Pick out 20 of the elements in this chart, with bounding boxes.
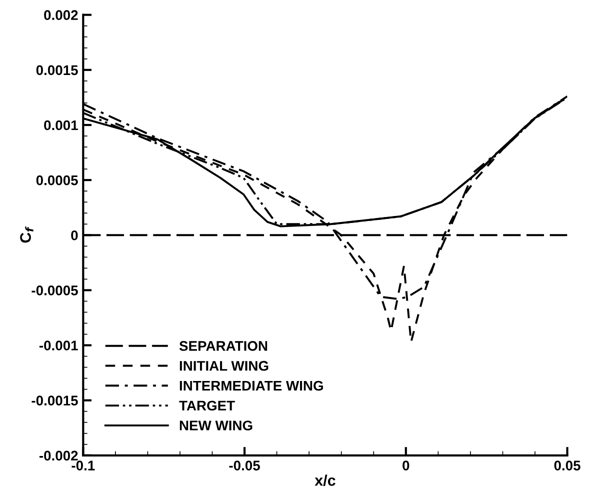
- y-tick-label: 0.0015: [36, 65, 78, 76]
- legend-label: SEPARATION: [179, 341, 268, 351]
- y-tick-label: -0.0015: [32, 396, 78, 406]
- y-tick-label: 0: [71, 230, 78, 240]
- x-tick-label: 0: [402, 460, 410, 470]
- y-tick-label: 0.001: [44, 120, 78, 130]
- y-tick-label: -0.001: [39, 340, 78, 350]
- legend-label: TARGET: [179, 400, 235, 411]
- x-axis-title: x/c: [314, 474, 336, 486]
- y-axis-title: C$_{f}$: [20, 226, 34, 243]
- legend-label: INITIAL WING: [180, 360, 268, 371]
- x-tick-label: -0.05: [229, 460, 260, 470]
- legend-label: NEW WING: [180, 420, 252, 430]
- x-tick-label: 0.05: [554, 460, 580, 470]
- y-tick-label: 0.002: [44, 10, 78, 20]
- x-tick-label: -0.1: [72, 460, 95, 470]
- y-tick-label: 0.0005: [36, 175, 78, 186]
- y-tick-label: -0.0005: [32, 286, 78, 296]
- y-tick-label: -0.002: [39, 450, 78, 461]
- legend-label: INTERMEDIATE WING: [180, 380, 323, 391]
